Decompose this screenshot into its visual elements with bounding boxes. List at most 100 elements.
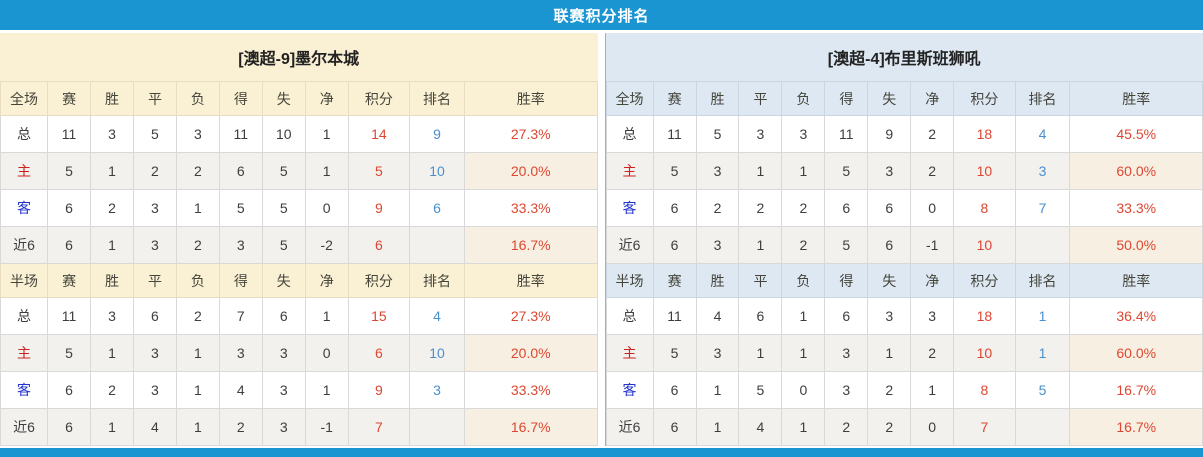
stat-value: 1 (176, 372, 219, 409)
stat-value: 3 (133, 335, 176, 372)
team-name-brisbane-roar: [澳超-4]布里斯班狮吼 (606, 33, 1203, 81)
stat-value: 6 (48, 227, 91, 264)
points-value: 9 (348, 190, 409, 227)
stat-value: 3 (696, 227, 739, 264)
row-label: 总 (606, 298, 653, 335)
stat-value: 0 (305, 335, 348, 372)
column-header: 失 (262, 82, 305, 116)
column-header: 得 (825, 82, 868, 116)
stat-value: 3 (219, 335, 262, 372)
points-value: 6 (348, 227, 409, 264)
points-value: 18 (954, 298, 1015, 335)
points-value: 9 (348, 372, 409, 409)
row-label: 总 (1, 116, 48, 153)
stat-value: 3 (911, 298, 954, 335)
column-header: 平 (739, 82, 782, 116)
column-header: 失 (262, 264, 305, 298)
points-value: 8 (954, 190, 1015, 227)
column-header: 胜 (696, 264, 739, 298)
stat-value: 2 (176, 298, 219, 335)
column-header: 得 (825, 264, 868, 298)
stat-value: 3 (133, 190, 176, 227)
points-value: 14 (348, 116, 409, 153)
row-label: 近6 (606, 227, 653, 264)
rank-value: 10 (410, 335, 465, 372)
column-header: 排名 (1015, 264, 1070, 298)
rank-value: 3 (410, 372, 465, 409)
winrate-value: 60.0% (1070, 153, 1203, 190)
rank-value: 4 (1015, 116, 1070, 153)
stat-value: 2 (91, 372, 134, 409)
points-value: 6 (348, 335, 409, 372)
row-label: 客 (606, 190, 653, 227)
page-title: 联赛积分排名 (0, 0, 1203, 30)
stat-value: 6 (48, 190, 91, 227)
winrate-value: 36.4% (1070, 298, 1203, 335)
stat-value: 2 (782, 227, 825, 264)
column-header: 排名 (410, 264, 465, 298)
stat-value: 6 (868, 190, 911, 227)
stat-value: -1 (911, 227, 954, 264)
column-header: 失 (868, 82, 911, 116)
column-header: 净 (911, 264, 954, 298)
stat-value: 3 (262, 335, 305, 372)
points-value: 18 (954, 116, 1015, 153)
rank-value: 4 (410, 298, 465, 335)
stat-value: 2 (133, 153, 176, 190)
stat-value: 6 (653, 372, 696, 409)
stat-value: 1 (739, 227, 782, 264)
column-header: 半场 (606, 264, 653, 298)
stat-value: 3 (262, 372, 305, 409)
stat-value: 1 (696, 372, 739, 409)
row-label: 客 (606, 372, 653, 409)
stat-value: 6 (653, 227, 696, 264)
stat-value: 6 (739, 298, 782, 335)
stat-value: 0 (911, 190, 954, 227)
column-header: 赛 (48, 82, 91, 116)
stat-value: -1 (305, 409, 348, 446)
stat-value: 11 (653, 116, 696, 153)
row-label: 近6 (1, 227, 48, 264)
stat-value: 11 (825, 116, 868, 153)
winrate-value: 16.7% (464, 227, 597, 264)
winrate-value: 16.7% (464, 409, 597, 446)
stat-value: 1 (911, 372, 954, 409)
stat-value: 1 (91, 227, 134, 264)
rank-value: 7 (1015, 190, 1070, 227)
stat-value: 1 (305, 372, 348, 409)
points-value: 7 (348, 409, 409, 446)
stat-value: 4 (219, 372, 262, 409)
stat-value: 5 (48, 335, 91, 372)
stat-value: 11 (219, 116, 262, 153)
stat-value: 1 (176, 409, 219, 446)
stat-value: 11 (48, 298, 91, 335)
stat-value: 3 (219, 227, 262, 264)
stat-value: 6 (868, 227, 911, 264)
column-header: 净 (305, 82, 348, 116)
stat-value: 11 (653, 298, 696, 335)
stat-value: 2 (868, 372, 911, 409)
points-value: 7 (954, 409, 1015, 446)
stat-value: 3 (262, 409, 305, 446)
column-header: 平 (133, 264, 176, 298)
column-header: 胜率 (464, 264, 597, 298)
stat-value: 5 (696, 116, 739, 153)
column-header: 负 (782, 82, 825, 116)
stat-value: 6 (219, 153, 262, 190)
points-value: 10 (954, 335, 1015, 372)
stat-value: 4 (133, 409, 176, 446)
column-header: 赛 (653, 82, 696, 116)
rank-value: 9 (410, 116, 465, 153)
column-header: 积分 (348, 264, 409, 298)
stat-value: 3 (176, 116, 219, 153)
winrate-value: 45.5% (1070, 116, 1203, 153)
stat-value: -2 (305, 227, 348, 264)
